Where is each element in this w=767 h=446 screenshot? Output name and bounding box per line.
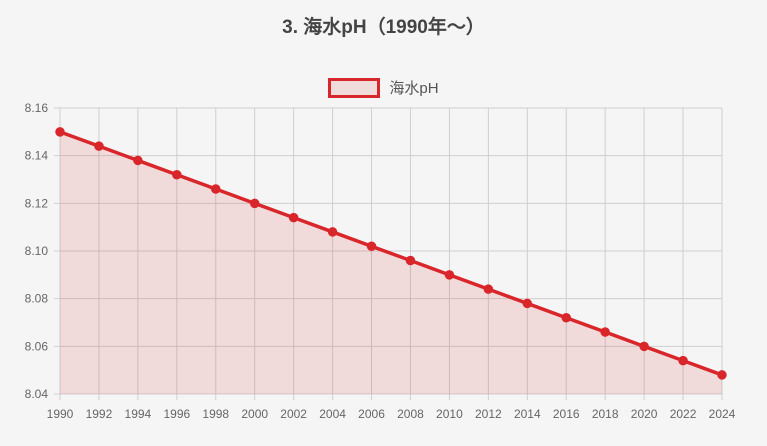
x-tick-label: 1990 <box>47 407 74 421</box>
y-tick-label: 8.08 <box>25 292 49 306</box>
x-tick-label: 2014 <box>514 407 541 421</box>
y-tick-label: 8.14 <box>25 149 49 163</box>
x-tick-label: 2010 <box>436 407 463 421</box>
x-tick-label: 2008 <box>397 407 424 421</box>
chart-title: 3. 海水pH（1990年～） <box>282 17 485 38</box>
x-tick-label: 2002 <box>280 407 307 421</box>
x-tick-label: 1996 <box>163 407 190 421</box>
y-tick-label: 8.06 <box>25 339 49 353</box>
data-point[interactable] <box>678 355 688 366</box>
data-point[interactable] <box>405 255 416 266</box>
x-tick-label: 2006 <box>358 407 385 421</box>
x-tick-label: 1998 <box>202 407 229 421</box>
legend-label: 海水pH <box>389 80 439 97</box>
data-point[interactable] <box>483 284 494 294</box>
data-line <box>59 130 723 377</box>
x-tick-label: 1994 <box>125 407 152 421</box>
x-tick-label: 2024 <box>709 407 736 421</box>
data-point[interactable] <box>522 298 533 309</box>
y-tick-label: 8.16 <box>25 101 49 115</box>
data-point[interactable] <box>211 184 221 194</box>
x-tick-label: 2004 <box>319 407 346 421</box>
y-axis: 8.16 8.14 8.12 8.10 8.08 8.06 8.04 <box>25 101 49 401</box>
data-point[interactable] <box>600 327 610 337</box>
legend-swatch <box>328 77 381 98</box>
x-tick-label: 1992 <box>86 407 113 421</box>
x-tick-label: 2020 <box>631 407 658 421</box>
data-point[interactable] <box>249 198 260 209</box>
legend[interactable]: 海水pH <box>0 77 767 98</box>
data-point[interactable] <box>55 127 65 137</box>
y-tick-label: 8.04 <box>25 387 49 401</box>
area-fill <box>60 131 722 395</box>
y-tick-label: 8.12 <box>25 196 49 210</box>
x-axis: 1990 1992 1994 1996 1998 2000 2002 2004 2006 2008… <box>47 407 736 421</box>
data-point[interactable] <box>133 155 143 166</box>
data-point[interactable] <box>639 341 649 352</box>
data-point[interactable] <box>288 212 299 223</box>
data-point[interactable] <box>366 241 377 251</box>
x-tick-label: 2016 <box>553 407 580 421</box>
data-point[interactable] <box>561 312 571 323</box>
data-points <box>55 127 727 380</box>
x-tick-label: 2022 <box>670 407 697 421</box>
data-point[interactable] <box>172 169 182 180</box>
data-point[interactable] <box>327 227 338 237</box>
y-tick-label: 8.10 <box>25 244 49 258</box>
data-point[interactable] <box>444 270 455 280</box>
grid-lines <box>54 107 723 400</box>
data-point[interactable] <box>94 141 104 151</box>
x-tick-label: 2018 <box>592 407 619 421</box>
x-tick-label: 2000 <box>241 407 268 421</box>
data-point[interactable] <box>717 370 727 380</box>
x-tick-label: 2012 <box>475 407 502 421</box>
